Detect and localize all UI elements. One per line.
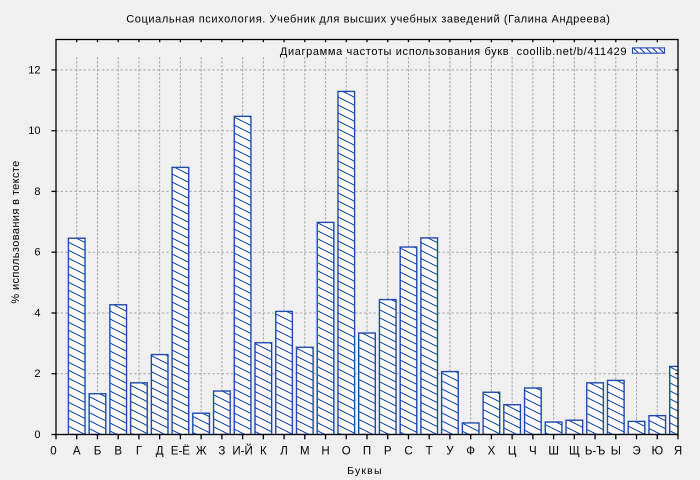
svg-text:Я: Я	[674, 446, 682, 458]
svg-text:Ы: Ы	[611, 446, 621, 458]
svg-text:Ж: Ж	[196, 446, 207, 458]
svg-text:С: С	[404, 446, 412, 458]
svg-text:В: В	[114, 446, 122, 458]
svg-text:У: У	[446, 446, 454, 458]
svg-text:Г: Г	[136, 446, 143, 458]
svg-text:Ь-Ъ: Ь-Ъ	[585, 446, 605, 458]
svg-text:0: 0	[34, 429, 40, 441]
svg-text:А: А	[73, 446, 81, 458]
svg-text:Социальная психология. Учебник: Социальная психология. Учебник для высши…	[126, 14, 610, 26]
svg-text:Щ: Щ	[569, 446, 580, 458]
svg-text:К: К	[260, 446, 267, 458]
svg-text:Ю: Ю	[651, 446, 663, 458]
svg-text:И-Й: И-Й	[232, 445, 252, 458]
svg-text:0: 0	[50, 446, 56, 458]
svg-text:Ф: Ф	[466, 446, 475, 458]
svg-text:Л: Л	[280, 446, 288, 458]
svg-text:Ш: Ш	[548, 446, 559, 458]
svg-text:2: 2	[34, 368, 40, 380]
svg-text:Буквы: Буквы	[347, 465, 383, 477]
svg-text:Ц: Ц	[508, 446, 517, 458]
svg-text:Б: Б	[94, 446, 102, 458]
svg-text:% использования в тексте: % использования в тексте	[10, 160, 22, 303]
svg-text:Н: Н	[321, 446, 329, 458]
svg-text:10: 10	[28, 125, 40, 137]
svg-text:12: 12	[28, 64, 40, 76]
svg-text:Э: Э	[632, 446, 640, 458]
svg-text:О: О	[342, 446, 351, 458]
svg-text:Д: Д	[156, 446, 164, 458]
svg-text:З: З	[218, 446, 225, 458]
svg-text:Х: Х	[488, 446, 496, 458]
svg-text:Ч: Ч	[529, 446, 537, 458]
svg-text:Р: Р	[384, 446, 392, 458]
svg-text:4: 4	[34, 308, 40, 320]
svg-text:Е-Ё: Е-Ё	[171, 446, 191, 458]
svg-text:Т: Т	[426, 446, 433, 458]
svg-text:8: 8	[34, 186, 40, 198]
svg-text:6: 6	[34, 247, 40, 259]
svg-text:Диаграмма частоты использовани: Диаграмма частоты использования букв coo…	[280, 46, 627, 58]
svg-text:П: П	[363, 446, 371, 458]
svg-text:М: М	[300, 446, 310, 458]
